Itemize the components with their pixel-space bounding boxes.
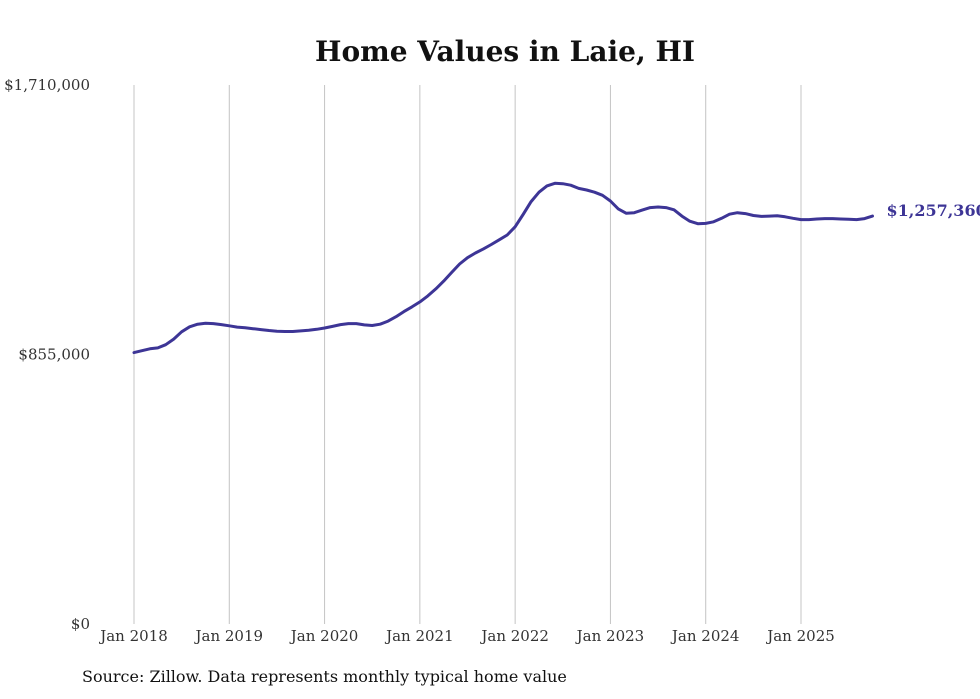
- series-layer: [132, 181, 874, 355]
- series-line-0: [132, 181, 874, 355]
- x-tick-label: Jan 2018: [98, 627, 168, 645]
- chart-svg: Home Values in Laie, HI $0 $855,000 $1,710…: [4, 35, 980, 645]
- grid-layer: [133, 85, 802, 624]
- x-tick-label: Jan 2022: [479, 627, 549, 645]
- chart-title: Home Values in Laie, HI: [315, 35, 695, 68]
- y-tick-label: $1,710,000: [4, 76, 90, 94]
- x-tick-label: Jan 2019: [194, 627, 264, 645]
- source-note: Source: Zillow. Data represents monthly …: [82, 667, 567, 686]
- y-axis: $0 $855,000 $1,710,000: [4, 76, 90, 633]
- y-tick-label: $0: [71, 615, 90, 633]
- x-tick-label: Jan 2021: [384, 627, 454, 645]
- x-tick-label: Jan 2024: [670, 627, 740, 645]
- x-tick-label: Jan 2025: [765, 627, 835, 645]
- x-tick-label: Jan 2023: [575, 627, 645, 645]
- x-tick-label: Jan 2020: [289, 627, 359, 645]
- end-value-label: $1,257,360: [887, 201, 980, 220]
- x-axis: Jan 2018 Jan 2019 Jan 2020 Jan 2021 Jan 2022…: [98, 627, 835, 645]
- y-tick-label: $855,000: [18, 346, 90, 364]
